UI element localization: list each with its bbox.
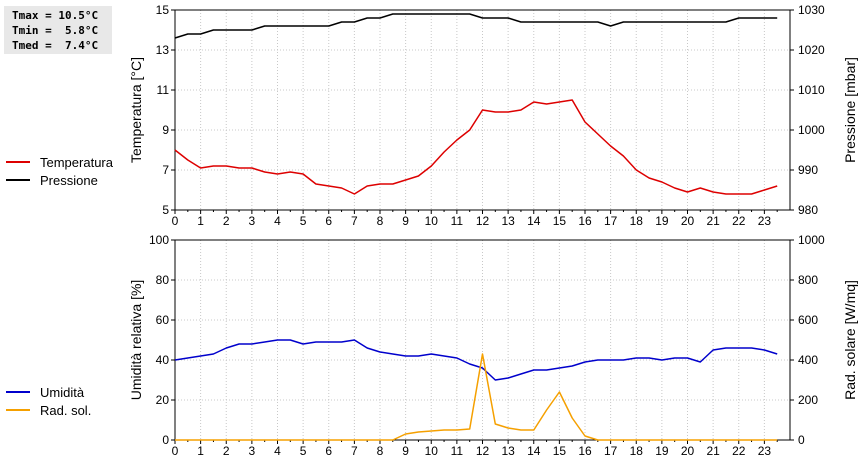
x-tick-label: 13 [501, 444, 515, 458]
x-tick-label: 18 [630, 444, 644, 458]
legend-pressure: Pressione [6, 172, 98, 188]
x-tick-label: 7 [351, 214, 358, 228]
legend-temperature-swatch [6, 161, 30, 163]
y-axis-title: Temperatura [°C] [128, 57, 144, 163]
x-tick-label: 19 [655, 214, 669, 228]
x-tick-label: 12 [476, 214, 490, 228]
x-tick-label: 23 [758, 444, 772, 458]
x-tick-label: 22 [732, 444, 746, 458]
stats-box: Tmax = 10.5°C Tmin = 5.8°C Tmed = 7.4°C [4, 6, 112, 54]
y2-tick-label: 980 [798, 203, 818, 217]
legend-humidity-swatch [6, 391, 30, 393]
tmed-text: Tmed = 7.4°C [12, 39, 99, 52]
x-tick-label: 5 [300, 214, 307, 228]
x-tick-label: 7 [351, 444, 358, 458]
y-tick-label: 80 [156, 273, 170, 287]
y2-tick-label: 1000 [798, 233, 825, 247]
y2-tick-label: 1030 [798, 3, 825, 17]
x-tick-label: 9 [402, 444, 409, 458]
x-tick-label: 16 [578, 214, 592, 228]
x-tick-label: 0 [172, 444, 179, 458]
x-tick-label: 3 [249, 214, 256, 228]
y-tick-label: 15 [156, 3, 170, 17]
x-tick-label: 4 [274, 444, 281, 458]
y2-tick-label: 400 [798, 353, 818, 367]
series-line-umidit [174, 339, 778, 381]
x-tick-label: 20 [681, 444, 695, 458]
x-tick-label: 14 [527, 214, 541, 228]
x-tick-label: 5 [300, 444, 307, 458]
y2-tick-label: 1000 [798, 123, 825, 137]
x-tick-label: 21 [706, 214, 720, 228]
y2-tick-label: 990 [798, 163, 818, 177]
x-tick-label: 20 [681, 214, 695, 228]
x-tick-label: 4 [274, 214, 281, 228]
y-axis-title: Umidità relativa [%] [128, 280, 144, 401]
y-tick-label: 60 [156, 313, 170, 327]
x-tick-label: 6 [325, 214, 332, 228]
x-tick-label: 17 [604, 214, 618, 228]
x-tick-label: 13 [501, 214, 515, 228]
x-tick-label: 12 [476, 444, 490, 458]
legend-radiation-swatch [6, 409, 30, 411]
y2-axis-title: Rad. solare [W/mq] [842, 280, 858, 400]
y-tick-label: 0 [162, 433, 169, 447]
x-tick-label: 16 [578, 444, 592, 458]
x-tick-label: 3 [249, 444, 256, 458]
y-tick-label: 5 [162, 203, 169, 217]
chart-panel-1: 0 1 2 3 4 5 6 7 8 9 10 11 12 13 14 15 16 17 18 19 20 21 22 2357… [128, 3, 858, 228]
series-line-rad-sol [175, 353, 778, 441]
x-tick-label: 6 [325, 444, 332, 458]
legend-radiation: Rad. sol. [6, 402, 91, 418]
x-tick-label: 21 [706, 444, 720, 458]
x-tick-label: 22 [732, 214, 746, 228]
y2-tick-label: 200 [798, 393, 818, 407]
y2-axis-title: Pressione [mbar] [842, 57, 858, 163]
y-tick-label: 11 [157, 83, 170, 97]
series-line-pressione [174, 13, 778, 39]
y2-tick-label: 600 [798, 313, 818, 327]
legend-humidity-label: Umidità [40, 384, 85, 400]
x-tick-label: 1 [197, 444, 204, 458]
x-tick-label: 2 [223, 214, 230, 228]
x-tick-label: 8 [377, 444, 384, 458]
x-tick-label: 10 [425, 444, 439, 458]
x-tick-label: 23 [758, 214, 772, 228]
y2-tick-label: 1020 [798, 43, 825, 57]
y-tick-label: 9 [162, 123, 169, 137]
y-tick-label: 100 [149, 233, 169, 247]
y-tick-label: 7 [162, 163, 169, 177]
x-tick-label: 15 [553, 444, 567, 458]
y2-tick-label: 1010 [798, 83, 825, 97]
x-tick-label: 11 [451, 444, 464, 458]
x-tick-label: 17 [604, 444, 618, 458]
x-tick-label: 0 [172, 214, 179, 228]
y-tick-label: 40 [156, 353, 170, 367]
x-tick-label: 10 [425, 214, 439, 228]
legend-humidity: Umidità [6, 384, 84, 400]
x-tick-label: 14 [527, 444, 541, 458]
y2-tick-label: 0 [798, 433, 805, 447]
legend-pressure-swatch [6, 179, 30, 181]
legend-temperature: Temperatura [6, 154, 113, 170]
tmin-text: Tmin = 5.8°C [12, 24, 99, 37]
series-line-temperatura [174, 99, 778, 195]
x-tick-label: 1 [197, 214, 204, 228]
x-tick-label: 9 [402, 214, 409, 228]
y-tick-label: 13 [156, 43, 170, 57]
tmax-text: Tmax = 10.5°C [12, 9, 99, 22]
y-tick-label: 20 [156, 393, 170, 407]
chart-panel-2: 0 1 2 3 4 5 6 7 8 9 10 11 12 13 14 15 16 17 18 19 20 21 22 2302… [128, 233, 858, 458]
y2-tick-label: 800 [798, 273, 818, 287]
x-tick-label: 18 [630, 214, 644, 228]
x-tick-label: 11 [451, 214, 464, 228]
x-tick-label: 2 [223, 444, 230, 458]
legend-radiation-label: Rad. sol. [40, 402, 92, 418]
x-tick-label: 8 [377, 214, 384, 228]
x-tick-label: 19 [655, 444, 669, 458]
legend-pressure-label: Pressione [40, 172, 98, 188]
legend-temperature-label: Temperatura [40, 154, 113, 170]
x-tick-label: 15 [553, 214, 567, 228]
